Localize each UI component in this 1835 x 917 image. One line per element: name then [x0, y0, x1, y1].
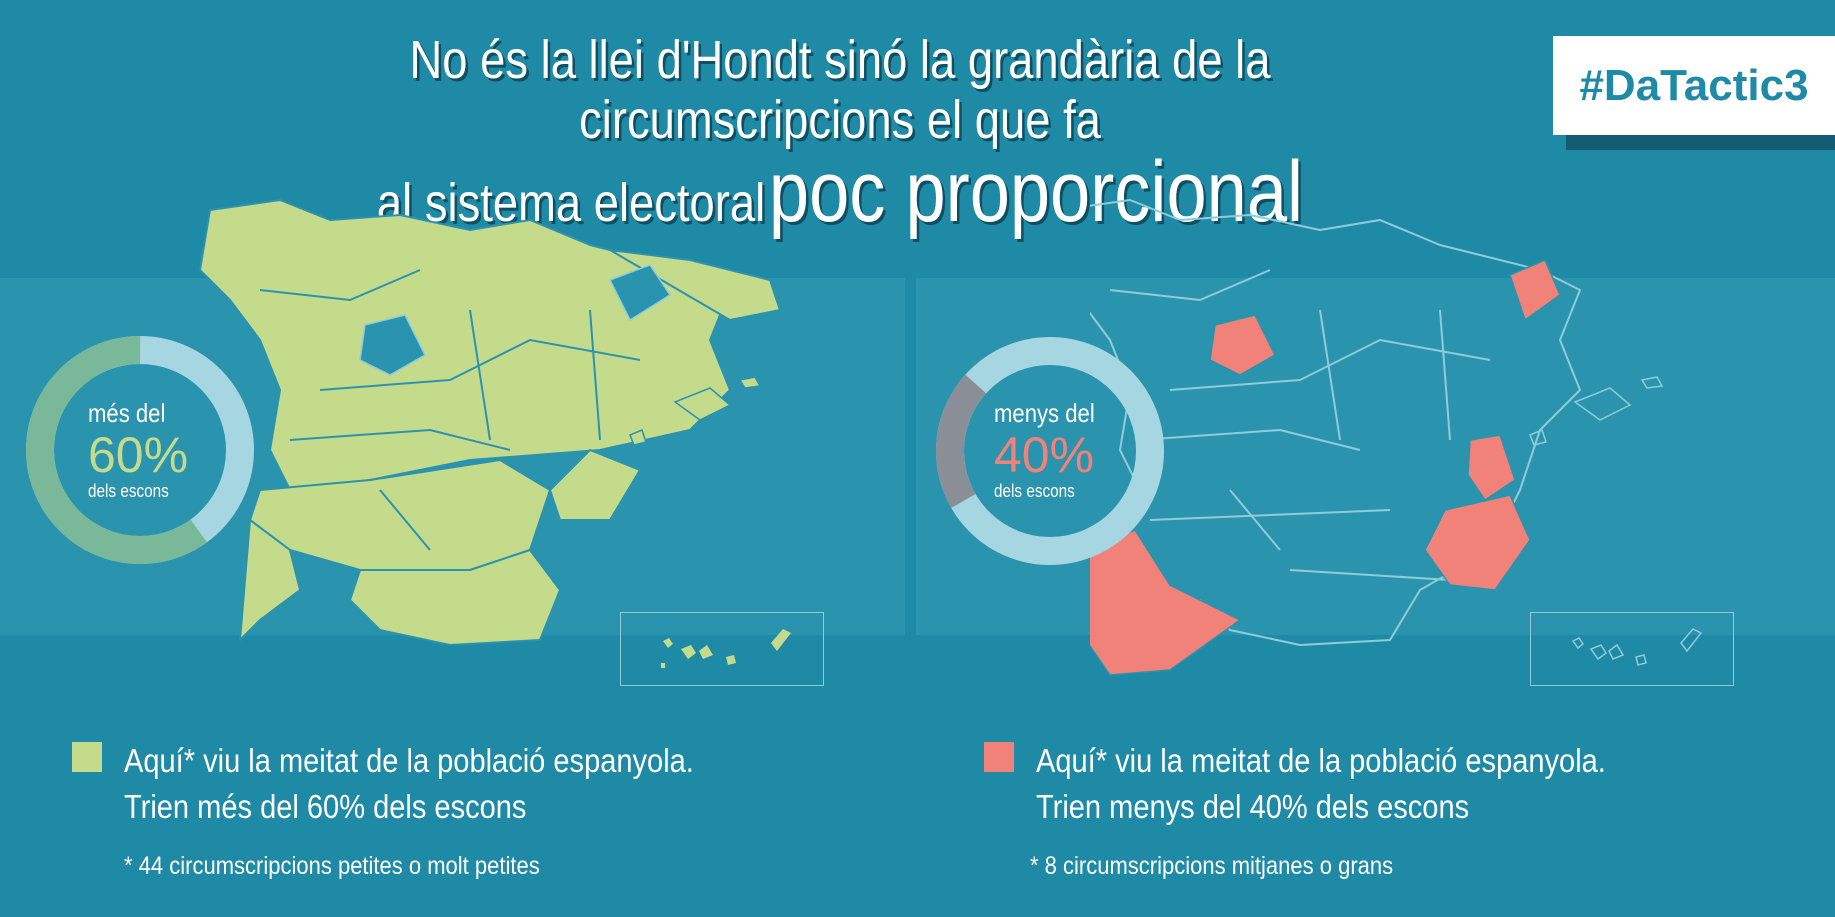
alicante-murcia-provinces [1424, 494, 1531, 591]
footnote-left: * 44 circumscripcions petites o molt pet… [124, 852, 540, 880]
mallorca-island [673, 387, 732, 421]
donut-caption-bottom: dels escons [88, 481, 169, 501]
canary-island [1635, 654, 1647, 666]
donut-caption-top: més del [88, 398, 166, 428]
salmon-swatch [984, 742, 1014, 772]
donut-40-percent [936, 337, 1164, 565]
canary-island [681, 645, 696, 659]
barcelona-province [1509, 259, 1561, 322]
legend-line-1: Aquí* viu la meitat de la població espan… [1036, 742, 1606, 779]
donut-caption-bottom: dels escons [994, 481, 1075, 501]
canary-islands-inset [620, 612, 824, 686]
donut-60-percent [25, 336, 254, 564]
andalucia-provinces [1090, 529, 1242, 676]
canary-island [771, 629, 791, 651]
canary-island [726, 655, 736, 665]
canary-island [663, 638, 673, 648]
menorca-island [1640, 376, 1664, 389]
legend-line-1: Aquí* viu la meitat de la població espan… [124, 742, 694, 779]
donut-label-right: menys del 40% dels escons [994, 398, 1113, 502]
barcelona-province [608, 264, 672, 322]
province-shape [199, 199, 731, 491]
mallorca-island [1573, 387, 1632, 421]
valencia-province [1467, 434, 1516, 502]
madrid-province [1209, 314, 1276, 376]
canary-island [661, 663, 665, 668]
legend-text: Aquí* viu la meitat de la població espan… [1036, 738, 1670, 830]
legend-line-2: Trien menys del 40% dels escons [1036, 788, 1470, 825]
legend-line-2: Trien més del 60% dels escons [124, 788, 527, 825]
footnote-right: * 8 circumscripcions mitjanes o grans [1030, 852, 1394, 880]
province-shape [239, 519, 301, 641]
donut-caption-top: menys del [994, 398, 1095, 428]
title-line-1: No és la llei d'Hondt sinó la grandària … [409, 30, 1271, 150]
hashtag-badge: #DaTactic3 [1553, 36, 1835, 135]
canary-island [1571, 637, 1585, 650]
spain-outline [1090, 199, 1581, 646]
donut-value: 60% [88, 427, 189, 483]
province-shape [349, 549, 561, 646]
legend-text: Aquí* viu la meitat de la població espan… [124, 738, 758, 830]
canary-islands-inset [1530, 612, 1734, 686]
menorca-island [738, 376, 762, 389]
canary-island [1608, 643, 1625, 660]
spain-map-large-circumscriptions [1090, 199, 1664, 676]
ibiza-island [1529, 428, 1547, 446]
green-swatch [72, 742, 102, 772]
madrid-province [359, 314, 426, 376]
canary-island [1680, 628, 1703, 653]
ibiza-island [629, 428, 647, 446]
donut-label-left: més del 60% dels escons [88, 398, 188, 502]
title-emphasis: poc proporcional [768, 144, 1304, 240]
donut-value: 40% [994, 427, 1095, 483]
canary-island [1589, 644, 1608, 661]
province-shape [549, 449, 641, 521]
canary-island [699, 645, 713, 659]
spain-map-small-circumscriptions [199, 199, 781, 646]
donut-arc [936, 337, 1164, 565]
